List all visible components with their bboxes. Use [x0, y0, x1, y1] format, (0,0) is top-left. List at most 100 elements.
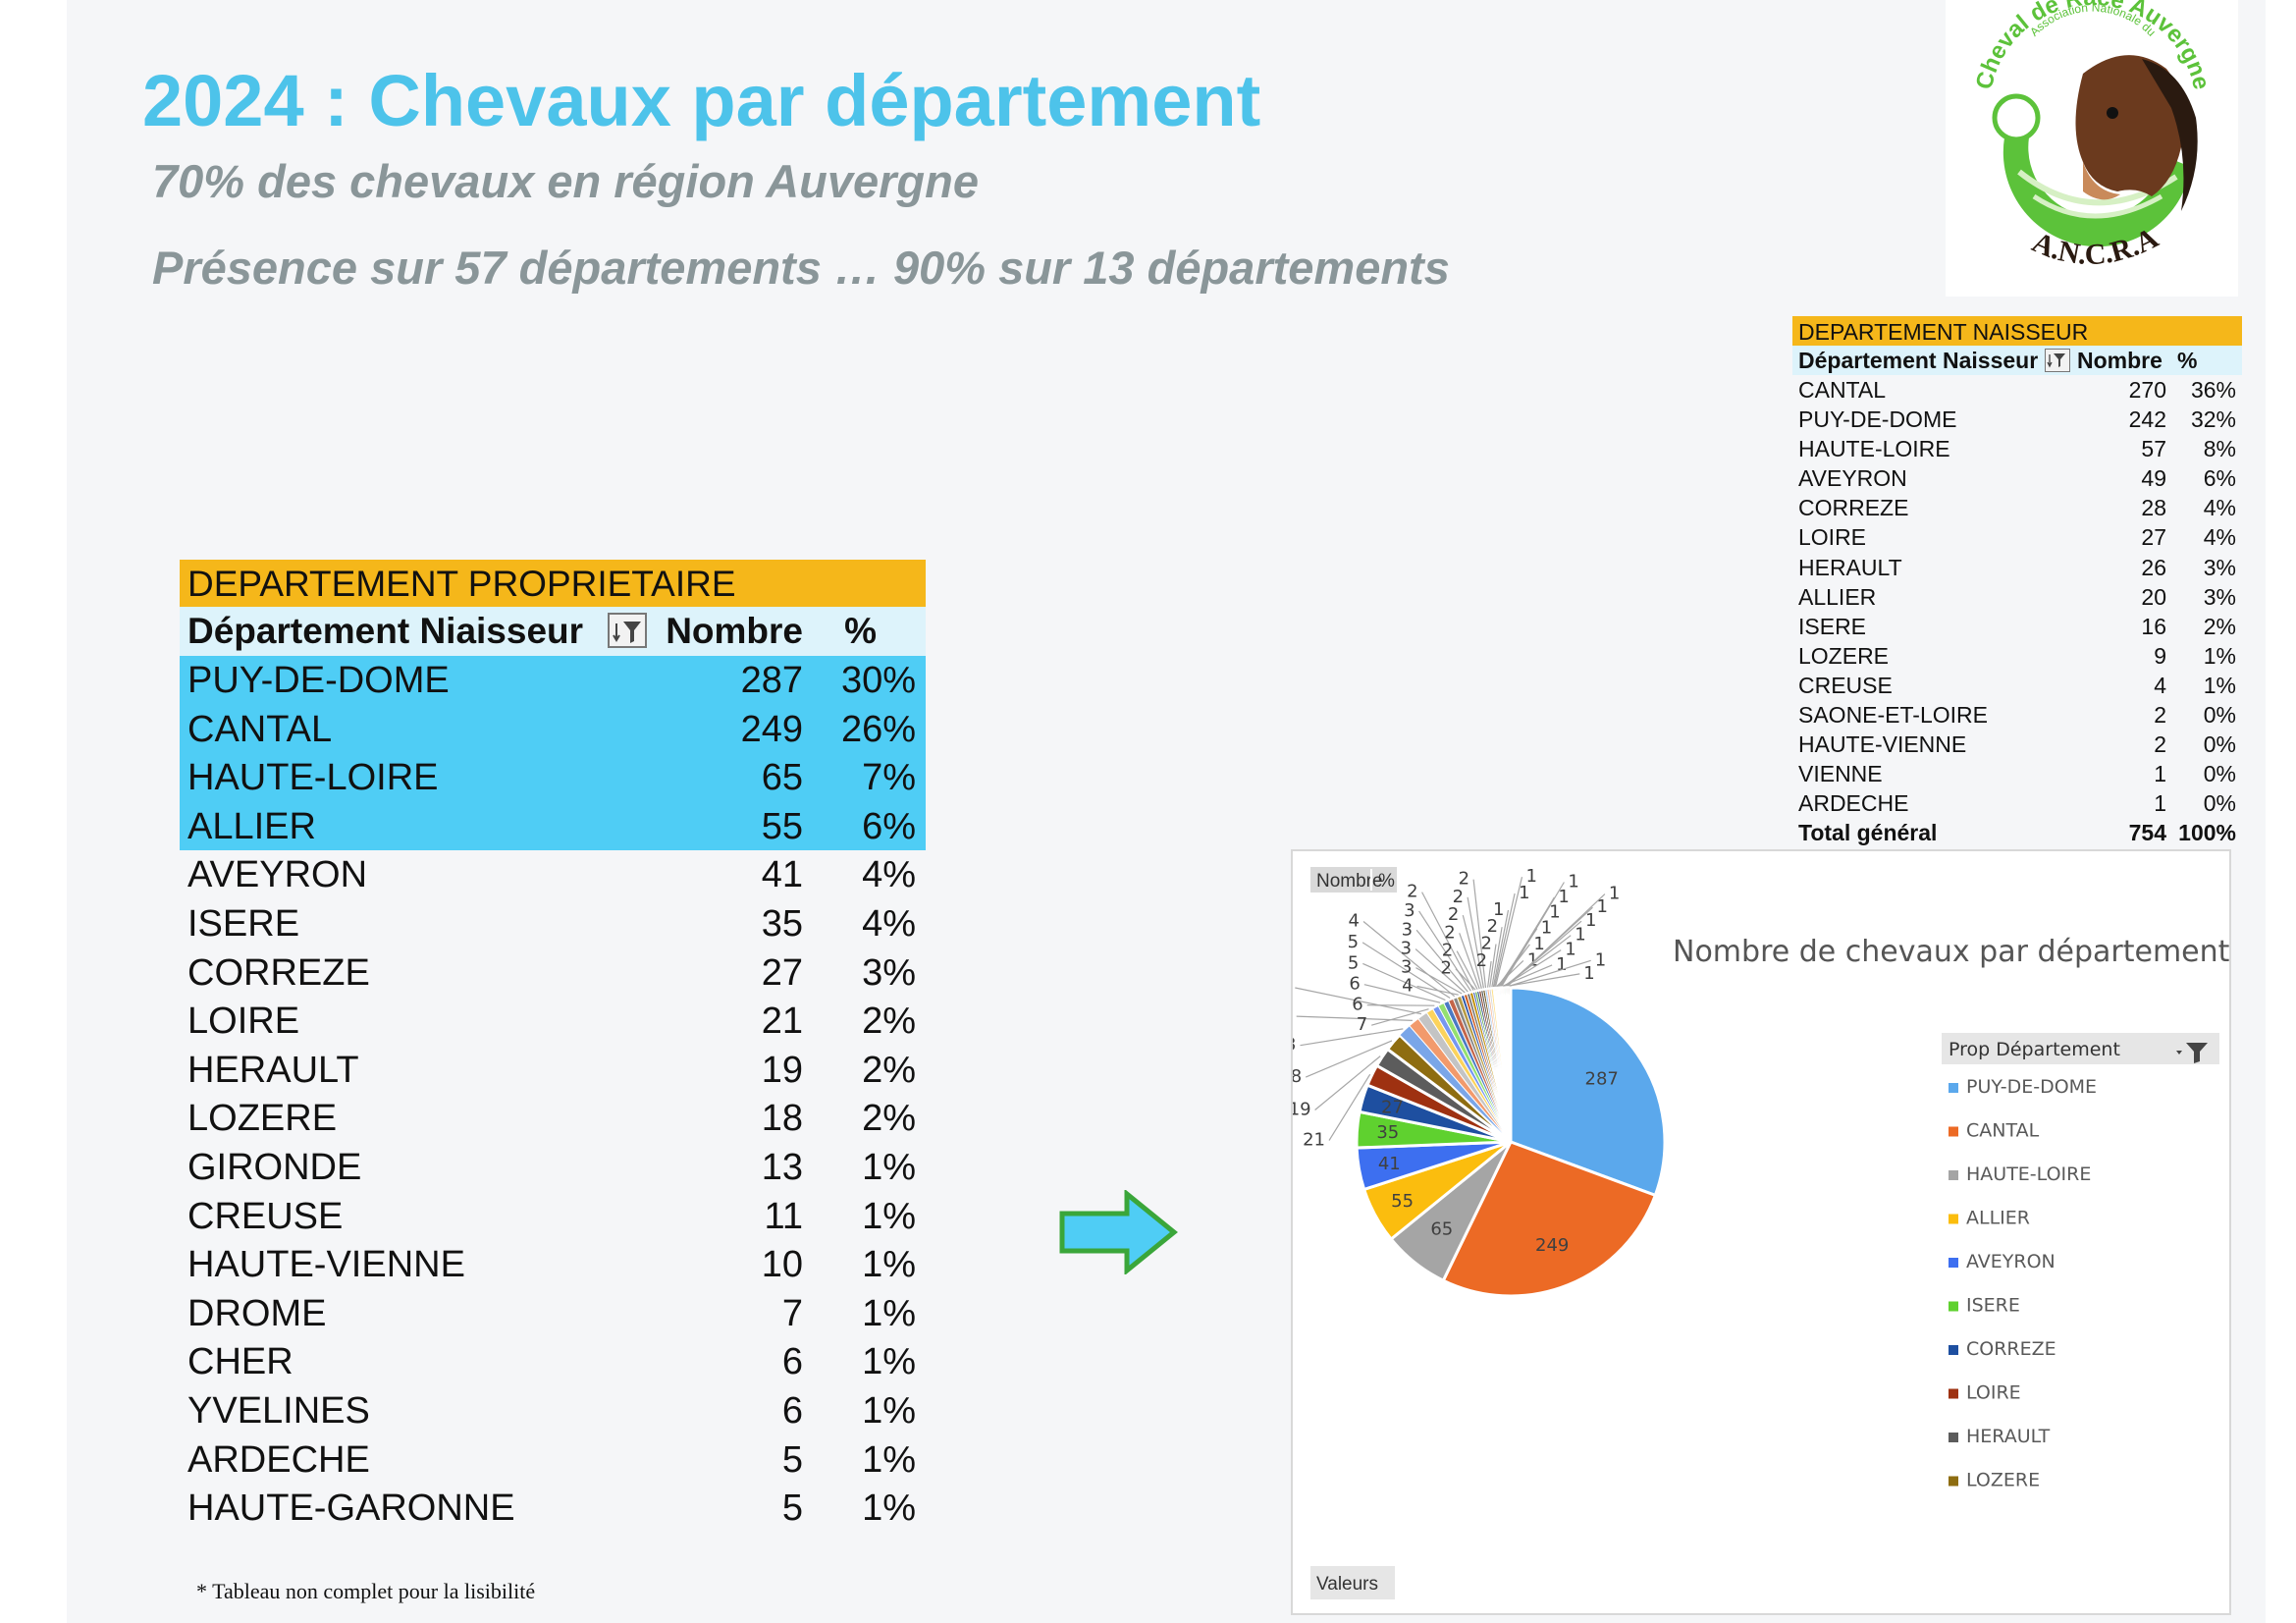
leader-line — [1305, 1040, 1393, 1078]
row-dept: CANTAL — [1798, 377, 1887, 403]
naisseur-row: LOZERE 9 1% — [1792, 641, 2242, 671]
row-pct: 3% — [2203, 554, 2236, 580]
proprietaire-table-header: DEPARTEMENT PROPRIETAIRE — [180, 560, 926, 607]
row-nombre: 57 — [2141, 436, 2166, 462]
row-pct: 0% — [2203, 790, 2236, 817]
naisseur-row: VIENNE 1 0% — [1792, 759, 2242, 788]
row-dept: ARDECHE — [1798, 790, 1909, 817]
pie-data-label: 41 — [1378, 1154, 1401, 1174]
proprietaire-row: ALLIER 55 6% — [180, 801, 926, 851]
pie-data-label: 65 — [1430, 1219, 1453, 1240]
pie-data-label: 287 — [1585, 1068, 1619, 1089]
filter-sort-button[interactable] — [608, 613, 647, 648]
pie-data-label: 2 — [1453, 887, 1464, 907]
row-nombre: 21 — [761, 1001, 803, 1043]
row-pct: 0% — [2203, 702, 2236, 729]
legend-swatch — [1949, 1301, 1958, 1312]
row-dept: DROME — [187, 1292, 327, 1334]
leader-line — [1467, 896, 1484, 989]
naisseur-total-row: Total général 754 100% — [1792, 818, 2242, 847]
pie-data-label: 3 — [1402, 919, 1413, 940]
naisseur-row: ALLIER 20 3% — [1792, 582, 2242, 612]
pie-slice-2 — [1441, 1140, 1658, 1298]
row-pct: 1% — [862, 1341, 916, 1383]
naisseur-table-header: DEPARTEMENT NAISSEUR — [1792, 316, 2242, 346]
pie-data-label: 1 — [1549, 902, 1560, 923]
row-dept: HAUTE-LOIRE — [187, 757, 439, 799]
pie-data-label: 2 — [1487, 916, 1498, 937]
pie-data-label: 1 — [1597, 896, 1608, 917]
row-pct: 30% — [840, 660, 916, 701]
leader-line — [1415, 948, 1466, 994]
proprietaire-column-headers: Département Niaisseur Nombre % — [180, 607, 926, 656]
leader-line — [1501, 882, 1565, 987]
proprietaire-row: HAUTE-LOIRE 65 7% — [180, 753, 926, 802]
row-nombre: 5 — [781, 1488, 803, 1530]
row-dept: LOIRE — [1798, 524, 1867, 551]
row-dept: ISERE — [187, 902, 300, 945]
legend-filter-icon — [2176, 1043, 2208, 1063]
pie-data-label: 1 — [1583, 963, 1594, 984]
legend-filter-field[interactable] — [1942, 1033, 2219, 1064]
legend-swatch — [1949, 1126, 1958, 1137]
leader-line — [1328, 1073, 1371, 1141]
legend-swatch — [1949, 1388, 1958, 1399]
row-dept: ALLIER — [187, 805, 316, 847]
valeurs-field-button[interactable] — [1310, 1566, 1395, 1599]
pie-data-label: 4 — [1402, 976, 1413, 997]
row-dept: HERAULT — [1798, 554, 1902, 580]
row-nombre: 2 — [2154, 702, 2166, 729]
row-dept: PUY-DE-DOME — [187, 660, 450, 701]
pie-data-label: 1 — [1527, 949, 1538, 970]
ancra-logo: Cheval de Race Auvergne Association Nati… — [1946, 0, 2238, 297]
total-nombre: 754 — [2128, 820, 2166, 846]
pie-data-label: 1 — [1595, 949, 1606, 970]
row-dept: CANTAL — [187, 708, 333, 750]
row-dept: ARDECHE — [187, 1438, 370, 1481]
subtitle-presence: Présence sur 57 départements … 90% sur 1… — [152, 242, 1450, 294]
leader-line — [1363, 984, 1441, 1003]
row-dept: HAUTE-LOIRE — [1798, 436, 1950, 462]
leader-line — [1487, 961, 1492, 988]
row-dept: HERAULT — [187, 1049, 359, 1091]
pie-data-label: 13 — [1293, 1035, 1297, 1055]
row-pct: 1% — [862, 1195, 916, 1237]
row-dept: AVEYRON — [187, 854, 368, 896]
row-pct: 1% — [862, 1488, 916, 1530]
row-dept: CHER — [187, 1341, 294, 1383]
pct-field-label: % — [1378, 871, 1395, 892]
row-pct: 2% — [2203, 613, 2236, 639]
pie-slices — [1355, 986, 1667, 1298]
proprietaire-row: CREUSE 11 1% — [180, 1192, 926, 1241]
row-nombre: 55 — [761, 805, 803, 847]
pie-data-label: 1 — [1493, 899, 1504, 920]
row-pct: 7% — [862, 757, 916, 799]
row-dept: CORREZE — [187, 951, 370, 994]
pie-data-label: 249 — [1535, 1235, 1569, 1256]
pie-data-label: 3 — [1404, 900, 1415, 921]
pie-slice-1 — [1509, 986, 1667, 1198]
row-pct: 1% — [862, 1438, 916, 1481]
row-nombre: 1 — [2154, 790, 2166, 817]
nombre-field-label: Nombre — [1316, 871, 1383, 892]
row-nombre: 65 — [761, 757, 803, 799]
leader-line — [1456, 950, 1478, 990]
pie-slice-51 — [1509, 987, 1512, 1143]
pie-data-label: 19 — [1293, 1100, 1311, 1120]
column-dept-label: Département Niaisseur — [187, 611, 584, 651]
naisseur-filter-button[interactable] — [2045, 349, 2070, 372]
proprietaire-row: HERAULT 19 2% — [180, 1046, 926, 1095]
legend-entry: ALLIER — [1966, 1208, 2030, 1229]
row-pct: 4% — [862, 854, 916, 896]
row-dept: GIRONDE — [187, 1146, 362, 1188]
row-dept: YVELINES — [187, 1389, 370, 1432]
leader-line — [1415, 929, 1468, 993]
legend-swatch — [1949, 1170, 1958, 1180]
total-pct: 100% — [2178, 820, 2236, 846]
row-pct: 8% — [2203, 436, 2236, 462]
row-pct: 4% — [862, 902, 916, 945]
filter-icon — [613, 622, 641, 643]
nombre-field-button[interactable] — [1310, 867, 1397, 893]
row-pct: 2% — [862, 1098, 916, 1140]
row-nombre: 4 — [2154, 672, 2166, 698]
